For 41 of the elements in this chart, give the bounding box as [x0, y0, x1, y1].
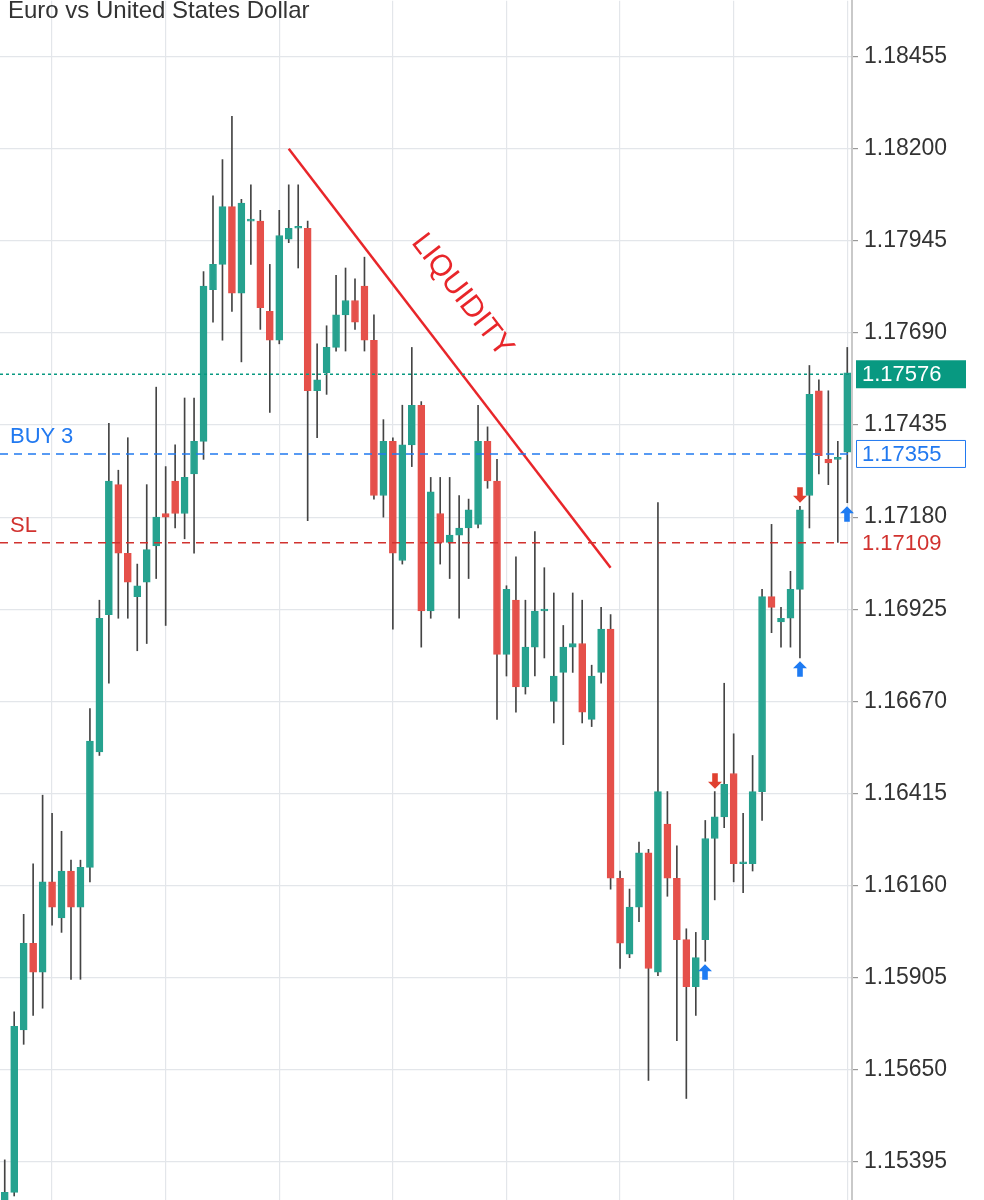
text: 1.17109	[862, 529, 942, 555]
candlestick	[265, 264, 274, 413]
y-tick-label: 1.17180	[864, 502, 948, 529]
candlestick	[559, 625, 568, 745]
ref-line-label: SL	[10, 511, 37, 537]
candlestick	[720, 682, 729, 829]
ref-line-label: BUY 3	[10, 423, 74, 449]
candlestick	[190, 397, 198, 554]
candlestick	[294, 184, 303, 269]
y-tick-label: 1.17435	[864, 410, 948, 437]
y-tick-label: 1.16415	[864, 778, 948, 805]
y-tick-label: 1.16670	[864, 686, 948, 713]
candlestick	[777, 607, 785, 648]
candlestick	[568, 592, 577, 673]
candlestick	[142, 484, 151, 644]
candlestick	[29, 863, 37, 1016]
candlestick	[152, 386, 161, 579]
candlestick	[284, 184, 293, 244]
candlestick	[0, 1159, 9, 1200]
candlestick	[455, 495, 463, 619]
y-tick-label: 1.17945	[864, 226, 948, 253]
chart-title: Euro vs United States Dollar	[8, 0, 310, 24]
y-tick-label: 1.18200	[864, 134, 948, 161]
y-tick-label: 1.17690	[864, 318, 948, 345]
candlestick	[833, 440, 842, 543]
candlestick	[48, 812, 56, 926]
text: 1.17355	[862, 441, 942, 467]
y-tick-label: 1.15905	[864, 962, 948, 989]
y-tick-label: 1.16925	[864, 594, 948, 621]
candlestick	[313, 343, 321, 439]
y-tick-label: 1.18455	[864, 42, 948, 69]
candlestick	[133, 563, 142, 652]
y-tick-label: 1.15395	[864, 1147, 948, 1174]
text: 1.17576	[862, 361, 942, 387]
candlestick	[123, 437, 132, 619]
candlestick	[710, 791, 719, 901]
candlestick	[209, 195, 217, 323]
y-tick-label: 1.16160	[864, 870, 948, 897]
candlestick	[739, 812, 747, 893]
candlestick	[549, 592, 558, 724]
y-tick-label: 1.15650	[864, 1054, 948, 1081]
